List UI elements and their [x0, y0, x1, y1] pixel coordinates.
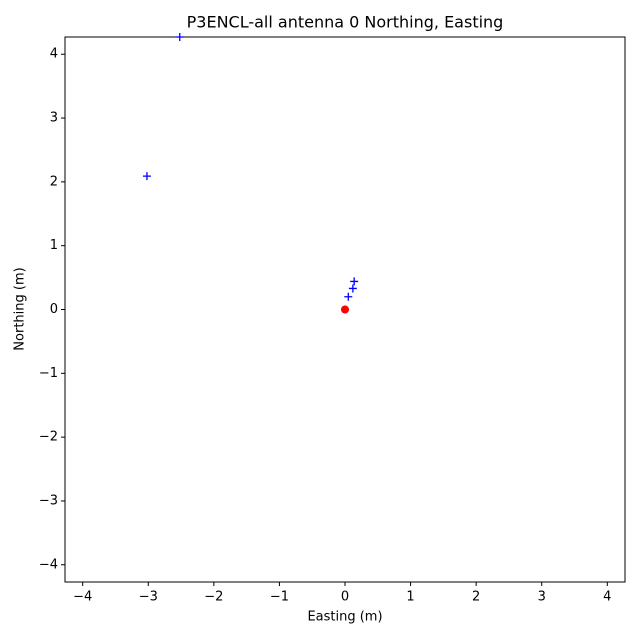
y-tick-label: 0	[50, 302, 58, 317]
x-tick-label: 1	[406, 590, 414, 605]
point	[348, 284, 357, 293]
x-tick-label: 0	[341, 590, 349, 605]
y-tick-label: 4	[50, 47, 58, 62]
x-axis-label: Easting (m)	[307, 610, 382, 625]
y-tick-label: −3	[39, 493, 58, 508]
y-tick-label: 3	[50, 111, 58, 126]
x-tick-label: 3	[538, 590, 546, 605]
point	[344, 292, 353, 301]
y-tick-label: −1	[39, 366, 58, 381]
chart-title: P3ENCL-all antenna 0 Northing, Easting	[187, 13, 504, 32]
y-tick-label: −4	[39, 557, 58, 572]
x-tick-label: −1	[270, 590, 289, 605]
point	[175, 33, 184, 41]
y-tick-label: −2	[39, 430, 58, 445]
x-tick-label: 2	[472, 590, 480, 605]
x-tick-label: 4	[603, 590, 611, 605]
y-tick-label: 1	[50, 238, 58, 253]
point	[142, 172, 151, 181]
x-tick-label: −3	[139, 590, 158, 605]
point	[341, 305, 349, 314]
y-tick-label: 2	[50, 174, 58, 189]
x-tick-label: −4	[73, 590, 92, 605]
y-axis-label: Northing (m)	[13, 267, 28, 350]
point	[350, 277, 359, 286]
x-tick-label: −2	[204, 590, 223, 605]
